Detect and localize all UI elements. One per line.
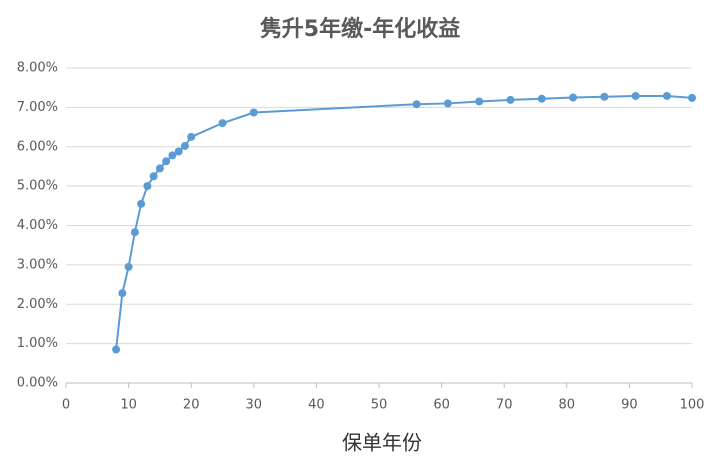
y-tick-label: 0.00%: [17, 376, 58, 391]
data-point: [600, 92, 609, 101]
data-point: [118, 289, 127, 298]
data-point: [162, 157, 171, 166]
x-tick-label: 50: [371, 398, 388, 413]
data-point: [249, 108, 258, 117]
data-point: [569, 93, 578, 102]
data-point: [143, 182, 152, 191]
x-tick-label: 10: [120, 398, 137, 413]
data-point: [137, 199, 146, 208]
data-point: [187, 132, 196, 141]
data-point: [506, 95, 515, 104]
data-point: [155, 164, 164, 173]
x-tick-label: 60: [433, 398, 450, 413]
data-point: [130, 228, 139, 237]
x-tick-label: 70: [496, 398, 513, 413]
x-tick-label: 20: [183, 398, 200, 413]
x-tick-label: 80: [559, 398, 576, 413]
x-tick-label: 30: [246, 398, 263, 413]
data-point: [174, 147, 183, 156]
data-point: [112, 345, 121, 354]
x-tick-label: 100: [680, 398, 705, 413]
x-tick-label: 0: [62, 398, 70, 413]
y-tick-label: 8.00%: [17, 61, 58, 76]
x-axis-title: 保单年份: [342, 431, 422, 455]
data-point: [537, 94, 546, 103]
data-point: [475, 97, 484, 106]
data-point: [443, 99, 452, 108]
data-point: [149, 172, 158, 181]
y-tick-label: 5.00%: [17, 179, 58, 194]
x-tick-label: 40: [308, 398, 325, 413]
chart-title: 隽升5年缴-年化收益: [260, 16, 460, 42]
data-point: [180, 141, 189, 150]
data-point: [662, 91, 671, 100]
y-tick-label: 6.00%: [17, 139, 58, 154]
y-tick-label: 1.00%: [17, 336, 58, 351]
data-point: [168, 151, 177, 160]
data-point: [688, 93, 696, 102]
y-tick-label: 3.00%: [17, 257, 58, 272]
x-tick-label: 90: [621, 398, 638, 413]
data-point: [631, 91, 640, 100]
series-line: [115, 94, 693, 350]
data-point: [218, 119, 227, 128]
y-tick-label: 7.00%: [17, 100, 58, 115]
data-point: [124, 262, 133, 271]
data-point: [412, 100, 421, 109]
y-tick-label: 4.00%: [17, 218, 58, 233]
y-tick-label: 2.00%: [17, 297, 58, 312]
